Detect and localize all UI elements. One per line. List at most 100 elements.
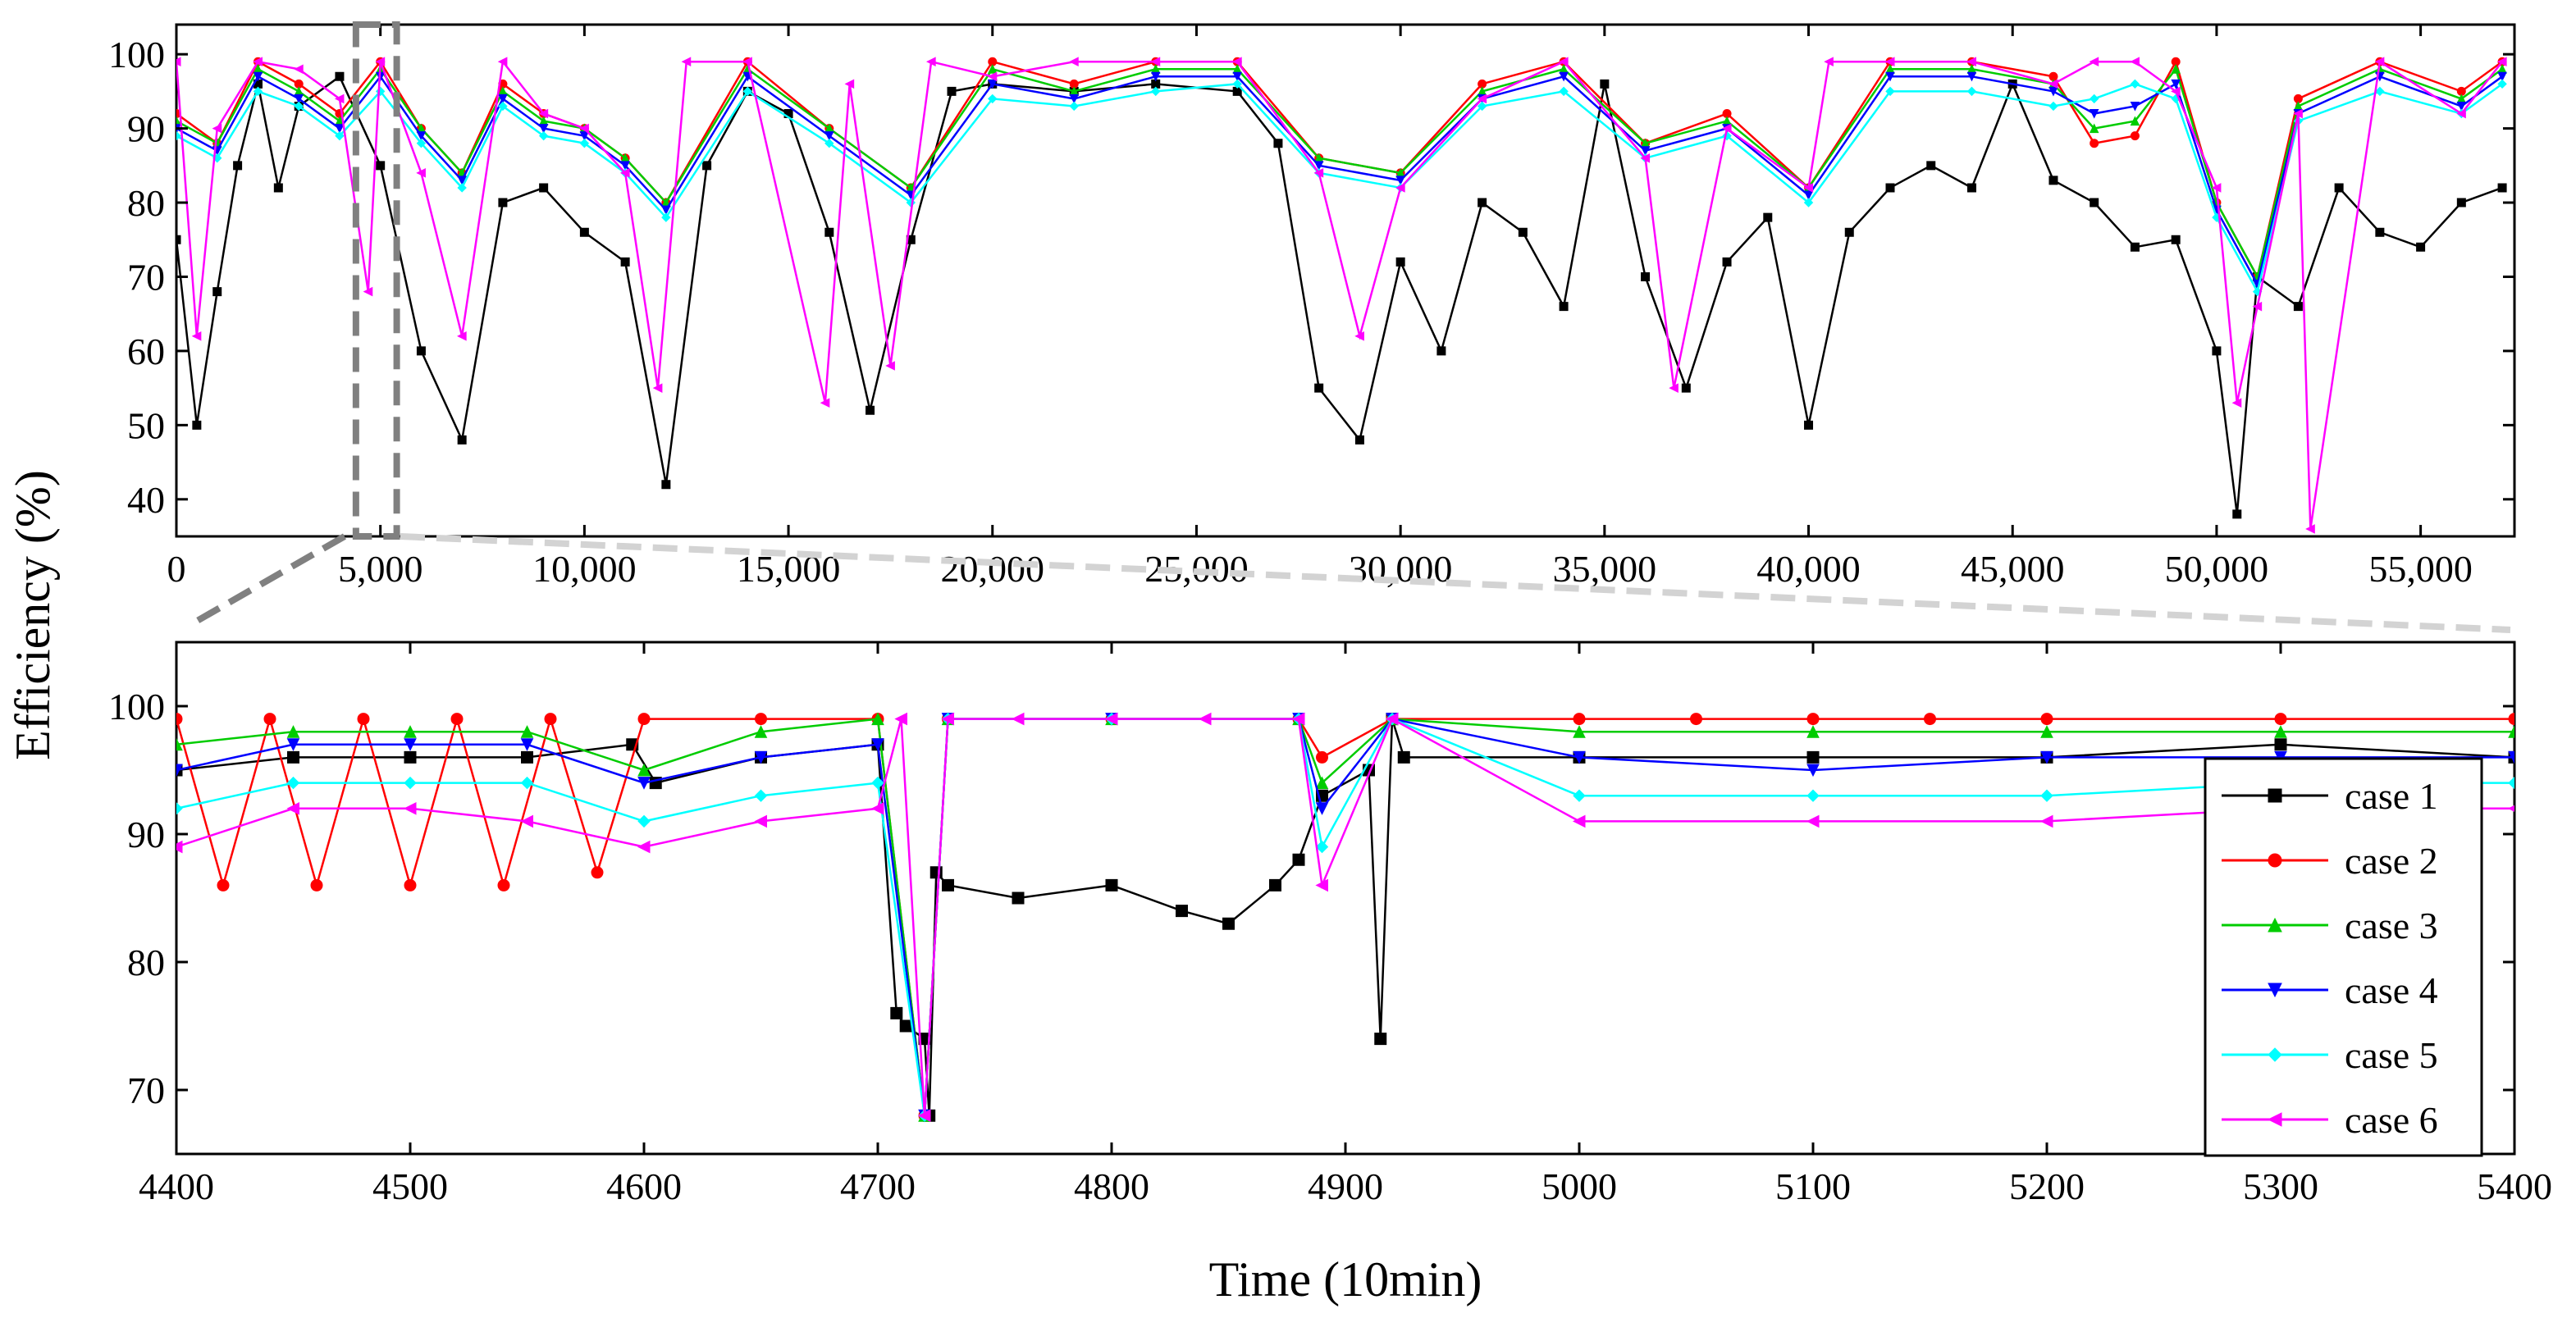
overview-series-2-point <box>2130 131 2140 141</box>
legend-label-4: case 4 <box>2345 969 2438 1011</box>
overview-series-3-point <box>2293 101 2304 111</box>
overview-series-6-point <box>2252 301 2263 312</box>
overview-plot-frame <box>175 23 2516 538</box>
zoom-y-tick-label: 80 <box>127 942 165 983</box>
zoom-series-1-point <box>890 1006 903 1019</box>
overview-series-6-point <box>2231 398 2242 408</box>
overview-series-6-point <box>844 79 855 89</box>
legend-marker-2 <box>2268 853 2282 868</box>
overview-series-6-point <box>2305 524 2315 534</box>
overview-series-6-point <box>1721 123 1732 134</box>
zoom-series-2-point <box>497 878 510 892</box>
legend-box <box>2204 757 2483 1157</box>
overview-series-6-point <box>2048 79 2058 89</box>
overview-series-4-point <box>2089 109 2099 119</box>
overview-series-1-point <box>1395 257 1405 267</box>
overview-series-3-point <box>2130 116 2140 126</box>
overview-series-1-point <box>1804 420 1814 430</box>
zoom-series-3-point <box>871 712 884 726</box>
legend-label-6: case 6 <box>2345 1099 2438 1141</box>
overview-series-5-point <box>416 138 427 148</box>
zoom-series-2-point <box>544 713 557 726</box>
zoom-series-1-point <box>1222 917 1235 930</box>
overview-series-1-point <box>947 86 957 96</box>
overview-x-tick-label: 40,000 <box>1756 548 1861 590</box>
overview-series-2-point <box>2048 71 2058 81</box>
overview-series-4-point <box>1150 71 1161 82</box>
overview-series-1-point <box>2375 227 2385 237</box>
zoom-y-tick-label: 70 <box>127 1069 165 1111</box>
zoom-series-1-point <box>899 1019 912 1033</box>
overview-x-tick-label: 0 <box>167 548 186 590</box>
overview-series-5-point <box>579 138 590 148</box>
overview-series-5-point <box>294 101 304 112</box>
zoom-series-4-point <box>754 750 768 764</box>
zoom-series-2-point <box>1315 750 1329 764</box>
zoom-series-6-point <box>637 840 651 854</box>
overview-series-5-point <box>335 130 345 141</box>
overview-series-6-point <box>1150 57 1161 67</box>
overview-series-6-point <box>1824 57 1834 67</box>
zoom-series-5-point <box>176 802 183 815</box>
zoom-series-1-point <box>918 1033 931 1046</box>
overview-series-6-point <box>1477 93 1487 104</box>
overview-series-1-point <box>1354 435 1364 445</box>
overview-series-6-point <box>363 286 373 297</box>
overview-series-4-point <box>1803 190 1814 201</box>
legend-marker-1 <box>2268 788 2282 803</box>
zoom-series-4-point <box>404 738 417 751</box>
overview-series-2-point <box>2090 139 2099 148</box>
zoom-series-2-point <box>1573 713 1586 726</box>
overview-series-5-point <box>661 212 671 222</box>
overview-series-1-point <box>192 420 202 430</box>
legend-marker-6 <box>2267 1112 2282 1127</box>
zoom-series-3-point <box>404 725 417 738</box>
zoom-series-6-point <box>1315 878 1328 892</box>
overview-series-6-point <box>2496 57 2507 67</box>
zoom-series-3-point <box>1573 725 1586 738</box>
zoom-series-1-point <box>1176 905 1188 918</box>
zoom-series-2-point <box>1923 713 1937 726</box>
overview-series-1-point <box>2293 302 2303 312</box>
zoom-series-3-point <box>2040 725 2053 738</box>
overview-x-tick-label: 30,000 <box>1349 548 1453 590</box>
overview-series-5-point <box>988 93 998 104</box>
overview-x-tick-label: 50,000 <box>2165 548 2269 590</box>
overview-x-ticks: 05,00010,00015,00020,00025,00030,00035,0… <box>167 25 2473 590</box>
overview-series-4-point <box>335 124 345 134</box>
overview-series-4-point <box>661 205 671 216</box>
overview-series-6-point <box>1803 183 1814 193</box>
overview-series-4-point <box>1395 176 1405 186</box>
overview-series-1-point <box>2212 346 2222 356</box>
zoom-series-6-point <box>870 801 884 815</box>
overview-series-6-point <box>926 57 936 67</box>
overview-series-6-point <box>1640 153 1651 163</box>
overview-series-6-point <box>1884 57 1895 67</box>
overview-series-1-point <box>579 227 589 237</box>
zoom-series-1-point <box>2274 738 2287 751</box>
zoom-series-2-point <box>450 713 464 726</box>
zoom-series-1-point <box>1105 878 1118 892</box>
zoom-region-box <box>352 21 400 540</box>
zoom-series-6-point <box>917 1109 931 1123</box>
overview-series-4-point <box>1966 71 1977 82</box>
zoom-series-4-point <box>520 738 534 751</box>
overview-series-6-point <box>1558 57 1569 67</box>
overview-x-tick-label: 55,000 <box>2368 548 2473 590</box>
overview-series-6-point <box>820 398 830 408</box>
overview-series-6-point <box>253 57 263 67</box>
overview-series-1-point <box>2497 183 2507 193</box>
zoom-series-1-point <box>1397 750 1410 764</box>
overview-series-6-point <box>294 64 304 75</box>
overview-series-5-point <box>1477 101 1487 112</box>
zoom-series-2-point <box>357 713 370 726</box>
zoom-series-2-point <box>637 713 651 726</box>
overview-series-6-point <box>987 71 998 82</box>
overview-series-6-line <box>176 59 2504 530</box>
overview-series-5-point <box>2497 79 2507 89</box>
zoom-x-tick-label: 4500 <box>372 1165 448 1207</box>
overview-series-4-point <box>294 93 304 104</box>
overview-series-5-point <box>742 86 753 97</box>
overview-series-6-point <box>334 93 345 104</box>
legend-marker-4 <box>2268 983 2282 998</box>
